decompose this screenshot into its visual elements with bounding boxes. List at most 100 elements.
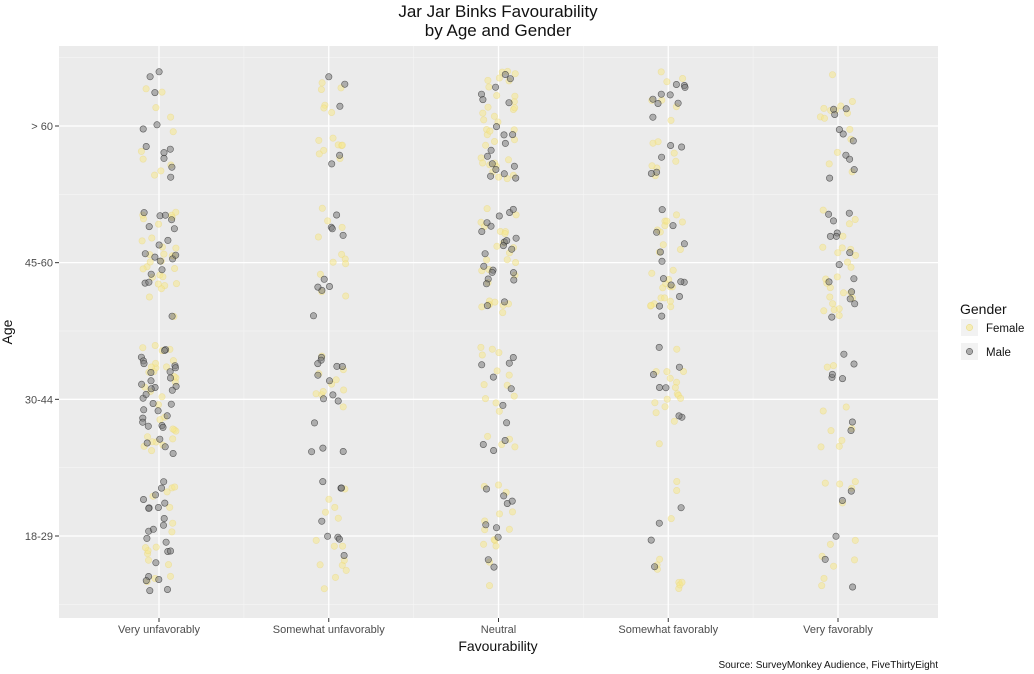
point-male: [168, 163, 176, 171]
point-female: [495, 407, 503, 415]
point-male: [821, 555, 829, 563]
point-female: [673, 477, 681, 485]
point-female: [670, 417, 678, 425]
point-female: [484, 432, 492, 440]
point-male: [681, 83, 689, 91]
point-female: [826, 540, 834, 548]
point-male: [156, 435, 164, 443]
point-male: [484, 556, 492, 564]
point-female: [652, 409, 660, 417]
point-female: [490, 138, 498, 146]
point-female: [172, 208, 180, 216]
point-male: [161, 211, 169, 219]
point-male: [500, 298, 508, 306]
point-male: [846, 249, 854, 257]
point-female: [819, 206, 827, 214]
point-female: [314, 233, 322, 241]
point-male: [149, 525, 157, 533]
point-male: [170, 225, 178, 233]
point-female: [169, 435, 177, 443]
y-tick-label: 18-29: [25, 531, 53, 543]
point-male: [503, 419, 511, 427]
point-male: [829, 217, 837, 225]
point-male: [483, 219, 491, 227]
point-male: [667, 281, 675, 289]
point-male: [339, 447, 347, 455]
point-female: [836, 480, 844, 488]
point-male: [492, 166, 500, 174]
point-female: [158, 393, 166, 401]
point-female: [329, 258, 337, 266]
point-female: [851, 216, 859, 224]
point-female: [669, 266, 677, 274]
point-male: [680, 240, 688, 248]
point-male: [336, 151, 344, 159]
point-male: [838, 496, 846, 504]
legend: Gender Female Male: [960, 301, 1024, 360]
x-tick-label: Very favorably: [803, 624, 873, 636]
point-male: [487, 146, 495, 154]
point-female: [339, 403, 347, 411]
point-female: [846, 125, 854, 133]
point-male: [158, 266, 166, 274]
point-female: [488, 345, 496, 353]
point-female: [490, 112, 498, 120]
point-female: [480, 116, 488, 124]
point-male: [479, 440, 487, 448]
point-female: [666, 297, 674, 305]
point-male: [492, 123, 500, 131]
point-male: [647, 536, 655, 544]
point-female: [659, 241, 667, 249]
point-female: [479, 109, 487, 117]
point-male: [142, 143, 150, 151]
point-female: [480, 540, 488, 548]
point-male: [850, 166, 858, 174]
point-female: [320, 585, 328, 593]
point-female: [330, 542, 338, 550]
point-female: [673, 345, 681, 353]
point-male: [507, 385, 515, 393]
point-male: [155, 575, 163, 583]
point-male: [505, 99, 513, 107]
point-female: [478, 351, 486, 359]
point-male: [482, 485, 490, 493]
point-male: [828, 370, 836, 378]
point-female: [139, 265, 147, 273]
point-female: [484, 103, 492, 111]
point-female: [834, 249, 842, 257]
point-male: [509, 353, 517, 361]
y-tick-label: 45-60: [25, 258, 53, 270]
point-female: [331, 573, 339, 581]
point-male: [508, 245, 516, 253]
point-female: [842, 403, 850, 411]
point-male: [830, 105, 838, 113]
point-male: [850, 360, 858, 368]
point-female: [338, 223, 346, 231]
point-male: [329, 391, 337, 399]
point-female: [320, 146, 328, 154]
y-axis-title: Age: [0, 319, 15, 344]
point-male: [339, 231, 347, 239]
point-male: [510, 162, 518, 170]
point-male: [480, 262, 488, 270]
point-female: [492, 399, 500, 407]
point-male: [655, 383, 663, 391]
point-female: [495, 510, 503, 518]
point-female: [334, 514, 342, 522]
point-male: [656, 248, 664, 256]
point-male: [490, 446, 498, 454]
point-male: [152, 491, 160, 499]
point-male: [649, 370, 657, 378]
point-female: [163, 363, 171, 371]
point-female: [315, 136, 323, 144]
point-female: [169, 425, 177, 433]
point-female: [508, 508, 516, 516]
point-female: [672, 211, 680, 219]
point-female: [151, 341, 159, 349]
point-female: [148, 447, 156, 455]
point-male: [501, 436, 509, 444]
point-female: [821, 479, 829, 487]
point-male: [678, 143, 686, 151]
point-female: [651, 399, 659, 407]
point-female: [493, 242, 501, 250]
